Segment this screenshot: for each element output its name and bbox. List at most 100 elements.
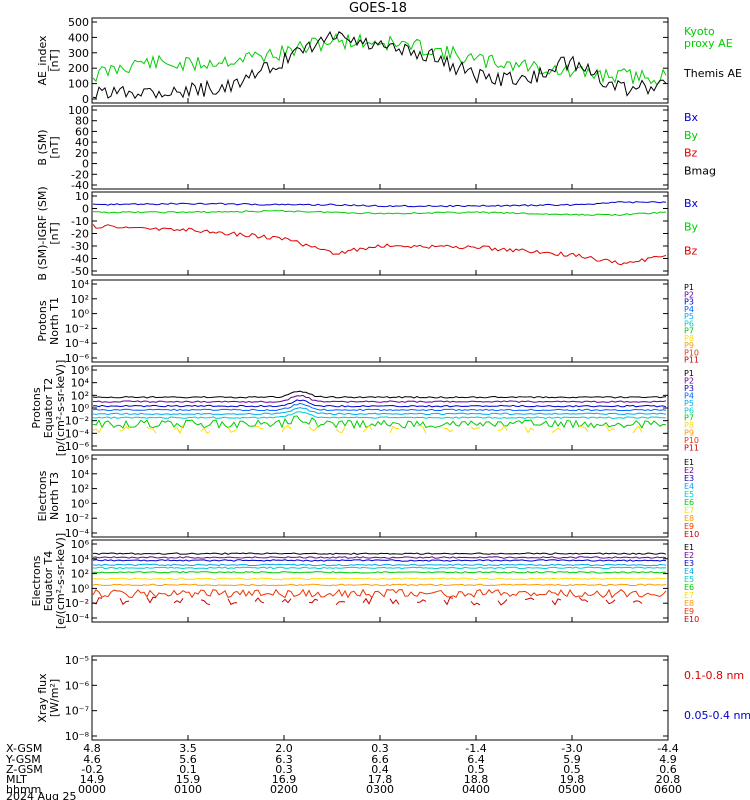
y-tick-label: 10⁻² xyxy=(65,322,89,335)
series-segment xyxy=(362,596,373,605)
legend-entry: E9 xyxy=(684,522,694,531)
y-tick-label: 60 xyxy=(75,125,89,138)
footer-value: 0000 xyxy=(78,783,106,796)
legend-entry: E1 xyxy=(684,543,694,552)
series-segment xyxy=(578,425,589,432)
legend-entry: E6 xyxy=(684,498,694,507)
legend-entry: E3 xyxy=(684,474,694,483)
y-tick-label: 10⁶ xyxy=(71,538,90,551)
legend-entry: E7 xyxy=(684,506,694,515)
footer-value: 15.9 xyxy=(176,773,201,786)
series-line xyxy=(92,583,667,587)
footer-value: 0300 xyxy=(366,783,394,796)
series-line xyxy=(92,224,667,266)
legend-entry: P5 xyxy=(684,399,694,408)
series-line xyxy=(92,411,667,419)
footer-value: 3.5 xyxy=(179,742,197,755)
series-segment xyxy=(416,599,427,603)
series-line xyxy=(92,566,667,570)
series-segment xyxy=(551,427,562,434)
footer-value: 5.9 xyxy=(563,753,581,766)
series-segment xyxy=(281,425,292,433)
legend-entry: E1 xyxy=(684,458,694,467)
legend-entry: P3 xyxy=(684,384,694,393)
series-segment xyxy=(497,425,508,432)
series-segment xyxy=(335,426,346,434)
y-tick-label: -10 xyxy=(71,215,89,228)
legend-entry: E2 xyxy=(684,466,694,475)
y-axis-label: B (SM)-IGRF (SM) xyxy=(36,186,49,280)
y-axis-label: Protons xyxy=(30,387,43,428)
legend-entry: E10 xyxy=(684,530,699,539)
footer-value: 2.0 xyxy=(275,742,293,755)
y-axis-label: [nT] xyxy=(48,136,61,158)
footer-value: 4.8 xyxy=(83,742,101,755)
series-segment xyxy=(389,598,400,605)
series-segment xyxy=(173,425,184,435)
footer-value: 6.6 xyxy=(371,753,389,766)
legend-entry: P1 xyxy=(684,283,694,292)
series-line xyxy=(92,209,667,216)
legend-entry: proxy AE xyxy=(684,37,733,50)
legend-entry: P9 xyxy=(684,341,694,350)
series-line xyxy=(92,399,667,408)
legend-entry: E8 xyxy=(684,599,694,608)
y-tick-label: 10⁰ xyxy=(71,582,90,595)
footer-value: 0.3 xyxy=(371,742,389,755)
y-axis-label: B (SM) xyxy=(36,129,49,165)
y-axis-label: North T1 xyxy=(48,297,61,345)
legend-entry: E4 xyxy=(684,567,694,576)
footer-value: 6.4 xyxy=(467,753,485,766)
legend-entry: Kyoto xyxy=(684,25,715,38)
y-tick-label: 10⁻⁷ xyxy=(65,705,89,718)
panel-frame xyxy=(91,105,669,190)
panel-3: 100-10-20-30-40-50 B (SM)-IGRF (SM) [nT] Bx… xyxy=(36,186,699,435)
y-axis-label: Protons xyxy=(36,300,49,341)
series-line xyxy=(92,394,667,403)
y-tick-label: -20 xyxy=(71,228,89,241)
legend-entry: E9 xyxy=(684,607,694,616)
legend-entry: E2 xyxy=(684,551,694,560)
footer-value: -4.4 xyxy=(657,742,678,755)
legend-entry: 0.1-0.8 nm xyxy=(684,669,744,682)
legend-entry: P8 xyxy=(684,334,694,343)
footer-value: 0500 xyxy=(558,783,586,796)
legend-entry: P7 xyxy=(684,327,694,336)
y-tick-label: 10⁰ xyxy=(71,308,90,321)
legend-entry: P11 xyxy=(684,356,699,365)
y-tick-label: 80 xyxy=(75,115,89,128)
y-tick-label: 10² xyxy=(71,293,89,306)
footer-value: 0.5 xyxy=(467,763,485,776)
series-segment xyxy=(227,598,238,606)
y-tick-label: 10⁶ xyxy=(71,364,90,377)
y-tick-label: 10⁴ xyxy=(71,377,90,390)
y-tick-label: 0 xyxy=(82,203,89,216)
footer-value: 0.5 xyxy=(563,763,581,776)
y-axis-label: [p/(cm²-s-sr-keV)] xyxy=(54,360,67,457)
footer-row-label: Z-GSM xyxy=(6,763,43,776)
series-line xyxy=(92,577,667,581)
footer-row-label: hhmm xyxy=(6,783,41,796)
footer-value: 0.4 xyxy=(371,763,389,776)
y-tick-label: 10⁻² xyxy=(65,512,89,525)
footer-row-label: X-GSM xyxy=(6,742,42,755)
legend-entry: E8 xyxy=(684,514,694,523)
series-segment xyxy=(254,425,265,430)
series-segment xyxy=(632,425,643,434)
series-line xyxy=(92,30,667,100)
footer-value: 20.8 xyxy=(656,773,681,786)
series-segment xyxy=(119,597,130,606)
y-tick-label: 10⁻⁴ xyxy=(65,337,90,350)
series-segment xyxy=(524,597,535,601)
y-tick-label: 10⁻⁶ xyxy=(65,440,90,453)
y-axis-label: AE_index xyxy=(36,35,49,86)
series-segment xyxy=(578,596,589,603)
legend-entry: E7 xyxy=(684,591,694,600)
footer-value: 4.9 xyxy=(659,753,677,766)
legend-entry: Bx xyxy=(684,197,699,210)
footer-value: 18.8 xyxy=(464,773,489,786)
y-tick-label: 10⁻⁴ xyxy=(65,612,90,625)
